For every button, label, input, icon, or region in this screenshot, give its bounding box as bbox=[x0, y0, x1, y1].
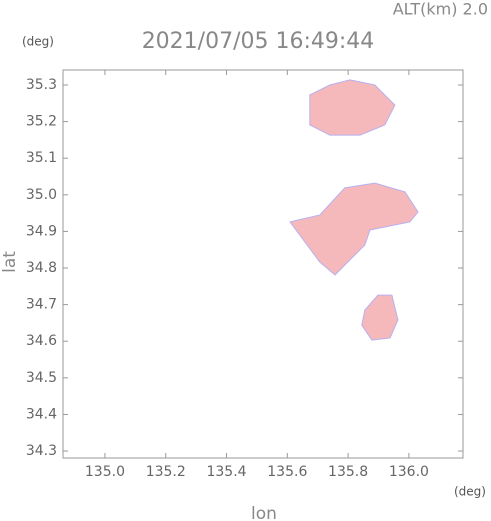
y-tick-label: 34.8 bbox=[26, 260, 57, 276]
echo-region bbox=[361, 294, 399, 341]
y-tick-label: 34.3 bbox=[26, 443, 57, 459]
plot-frame bbox=[62, 69, 464, 459]
y-tick-label: 35.1 bbox=[26, 150, 57, 166]
y-tick-label: 35.3 bbox=[26, 77, 57, 93]
x-tick-label: 135.6 bbox=[267, 464, 307, 480]
y-tick-label: 35.0 bbox=[26, 187, 57, 203]
chart-subtitle: ALT(km) 2.0 bbox=[393, 0, 488, 19]
chart-title: 2021/07/05 16:49:44 bbox=[142, 29, 375, 54]
echo-region bbox=[309, 79, 396, 136]
y-tick-label: 35.2 bbox=[26, 114, 57, 130]
y-tick-label: 34.7 bbox=[26, 297, 57, 313]
y-axis-label: lat bbox=[0, 251, 20, 273]
x-axis-label: lon bbox=[251, 504, 277, 521]
x-tick-label: 135.4 bbox=[206, 464, 246, 480]
y-tick-label: 34.6 bbox=[26, 333, 57, 349]
x-unit: (deg) bbox=[454, 485, 486, 499]
y-tick-label: 34.9 bbox=[26, 223, 57, 239]
y-tick-label: 34.5 bbox=[26, 370, 57, 386]
x-tick-label: 136.0 bbox=[389, 464, 429, 480]
x-tick-label: 135.8 bbox=[328, 464, 368, 480]
x-tick-label: 135.2 bbox=[146, 464, 186, 480]
echo-region bbox=[289, 182, 419, 276]
y-tick-label: 34.4 bbox=[26, 406, 57, 422]
x-tick-label: 135.0 bbox=[85, 464, 125, 480]
y-unit: (deg) bbox=[22, 35, 54, 49]
